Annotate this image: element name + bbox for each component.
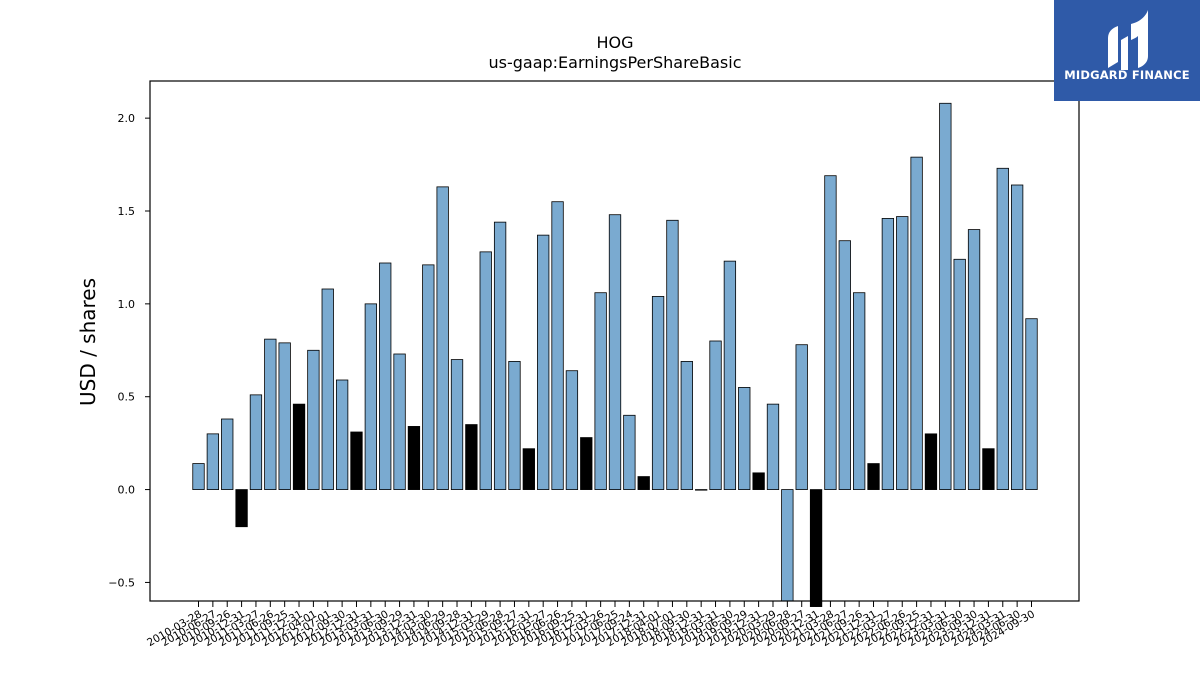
bar-2010-06-27 <box>206 433 220 490</box>
bar-2015-06-28 <box>493 221 507 490</box>
bar-2018-04-01 <box>651 296 665 490</box>
bar-2012-12-31 <box>350 431 363 490</box>
bar-2011-06-26 <box>264 338 277 490</box>
y-tick-label: 0.5 <box>118 391 136 404</box>
midgard-finance-logo: MIDGARD FINANCE <box>1054 0 1200 101</box>
y-tick-label: 0.0 <box>118 484 136 497</box>
bar-2018-07-01 <box>666 219 679 490</box>
bar-2010-03-28 <box>192 463 205 490</box>
bar-2013-06-30 <box>379 262 392 490</box>
bar-2013-03-31 <box>364 303 377 490</box>
bar-2023-09-30 <box>967 229 981 490</box>
bar-2017-03-26 <box>594 292 607 490</box>
bars-group <box>192 102 1038 607</box>
bar-2012-07-01 <box>321 288 334 490</box>
bar-2019-03-31 <box>709 340 722 490</box>
bar-2021-06-27 <box>838 240 851 490</box>
bar-2017-09-24 <box>623 414 636 490</box>
midgard-logo-mark-icon <box>1108 10 1148 70</box>
bar-2010-09-26 <box>221 418 234 490</box>
bar-2011-12-31 <box>292 403 306 490</box>
bar-2014-06-29 <box>436 186 449 490</box>
bar-2011-09-25 <box>278 342 291 490</box>
bar-2016-06-26 <box>551 201 564 490</box>
bar-2020-09-27 <box>795 344 808 490</box>
bar-2022-03-27 <box>881 218 895 490</box>
bar-2015-03-29 <box>479 251 492 490</box>
y-tick-label: 1.5 <box>118 205 136 218</box>
bar-2014-03-30 <box>422 264 435 490</box>
bar-2013-09-29 <box>393 353 406 490</box>
bar-2016-09-25 <box>565 370 579 490</box>
bar-2012-04-01 <box>307 349 320 490</box>
chart-title: HOG <box>596 33 633 52</box>
bar-2022-09-25 <box>910 156 923 490</box>
bar-2016-03-27 <box>537 234 550 490</box>
bar-2019-06-30 <box>723 260 737 490</box>
x-axis-ticks: 2010-03-282010-06-272010-09-262010-12-31… <box>145 601 1037 649</box>
bar-2010-12-31 <box>235 489 248 528</box>
bar-2021-03-28 <box>824 175 837 490</box>
bar-2018-09-30 <box>680 361 693 490</box>
y-tick-label: −0.5 <box>108 576 135 589</box>
bar-2021-09-26 <box>853 292 866 490</box>
chart-subtitle: us-gaap:EarningsPerShareBasic <box>488 53 741 72</box>
bar-2022-06-26 <box>896 216 909 490</box>
bar-2018-12-31 <box>695 489 708 491</box>
y-tick-label: 1.0 <box>118 298 136 311</box>
bar-2020-12-31 <box>809 489 823 607</box>
bar-2024-03-31 <box>996 167 1009 490</box>
bar-2015-12-31 <box>522 448 535 490</box>
bar-2023-12-31 <box>982 448 995 490</box>
bar-2015-09-27 <box>508 361 521 490</box>
bar-2023-06-30 <box>953 258 966 490</box>
bar-2022-12-31 <box>924 433 938 490</box>
bar-2020-03-29 <box>766 403 780 490</box>
y-axis-label: USD / shares <box>76 278 100 406</box>
bar-2019-12-31 <box>752 472 765 490</box>
bar-2014-12-31 <box>465 424 478 490</box>
plot-frame <box>149 80 1080 602</box>
bar-2020-06-28 <box>781 489 794 602</box>
bar-2019-09-29 <box>738 387 751 490</box>
y-axis-ticks: −0.5 0.0 0.5 1.0 1.5 2.0 <box>108 112 150 589</box>
bar-2024-06-30 <box>1010 184 1024 490</box>
bar-2024-09-30 <box>1025 318 1038 490</box>
bar-2023-03-31 <box>939 102 952 490</box>
bar-2014-09-28 <box>450 359 464 490</box>
bar-2011-03-27 <box>249 394 263 490</box>
bar-2021-12-31 <box>867 463 880 490</box>
bar-2017-06-25 <box>608 214 622 490</box>
bar-2017-12-31 <box>637 476 650 490</box>
bar-2013-12-31 <box>407 426 421 490</box>
bar-2012-09-30 <box>335 379 349 490</box>
bar-2016-12-31 <box>580 437 593 490</box>
y-tick-label: 2.0 <box>118 112 136 125</box>
logo-text: MIDGARD FINANCE <box>1064 68 1190 82</box>
